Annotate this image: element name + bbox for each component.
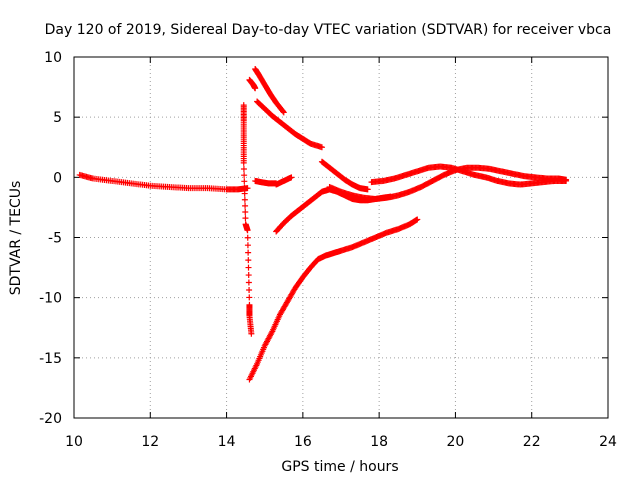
grid xyxy=(74,57,608,418)
y-tick-label: -15 xyxy=(39,351,62,367)
data-point xyxy=(244,185,251,192)
series-baseline xyxy=(76,171,251,193)
x-axis-label: GPS time / hours xyxy=(281,459,398,475)
y-tick-label: -10 xyxy=(39,291,62,307)
series-arc-upper xyxy=(254,98,325,151)
data-point xyxy=(246,286,253,293)
ticks: 10 12 14 16 18 20 22 24 -20 -15 -10 -5 0 5 10 xyxy=(39,50,617,450)
plot-frame xyxy=(73,56,609,419)
y-tick-label: -5 xyxy=(48,231,62,247)
data-point xyxy=(244,234,251,241)
data-point xyxy=(241,184,248,191)
data-point xyxy=(241,190,248,197)
data-point xyxy=(240,159,247,166)
y-tick-label: 10 xyxy=(44,50,62,66)
data-point xyxy=(414,216,421,223)
x-tick-label: 16 xyxy=(294,434,312,450)
data-point xyxy=(248,330,255,337)
data-point xyxy=(241,178,248,185)
data-point xyxy=(244,227,251,234)
series-upper-stray xyxy=(246,76,259,92)
x-tick-label: 18 xyxy=(370,434,388,450)
data-point xyxy=(240,166,247,173)
data-point xyxy=(245,257,252,264)
x-tick-label: 14 xyxy=(218,434,236,450)
data-point xyxy=(246,294,253,301)
y-tick-label: 0 xyxy=(53,170,62,186)
data-point xyxy=(280,108,287,115)
data-point xyxy=(364,186,371,193)
series-arc-low-rise xyxy=(273,186,394,235)
series-arc-top xyxy=(252,66,287,116)
data-point xyxy=(241,196,248,203)
data-point xyxy=(245,249,252,256)
series-small-segment xyxy=(252,177,280,187)
series-upper-band-right xyxy=(368,163,570,188)
series-cross-band xyxy=(326,164,570,202)
x-tick-label: 10 xyxy=(65,434,83,450)
data-point xyxy=(288,174,295,181)
data-points xyxy=(76,66,570,383)
data-point xyxy=(563,177,570,184)
y-axis-label: SDTVAR / TECUs xyxy=(8,181,24,296)
data-point xyxy=(245,264,252,271)
data-point xyxy=(241,172,248,179)
series-arc-mid-down xyxy=(318,158,371,193)
series-small-rise-1 xyxy=(273,174,295,188)
data-point xyxy=(318,144,325,151)
chart-title: Day 120 of 2019, Sidereal Day-to-day VTE… xyxy=(45,22,612,38)
data-point xyxy=(244,242,251,249)
x-tick-label: 20 xyxy=(447,434,465,450)
series-left-stray xyxy=(240,102,255,337)
data-point xyxy=(245,272,252,279)
y-tick-label: -20 xyxy=(39,411,62,427)
x-tick-label: 24 xyxy=(599,434,617,450)
x-tick-label: 12 xyxy=(141,434,159,450)
data-point xyxy=(242,208,249,215)
data-point xyxy=(252,85,259,92)
y-tick-label: 5 xyxy=(53,110,62,126)
data-point xyxy=(242,202,249,209)
data-point xyxy=(242,215,249,222)
series-rising-from-bottom xyxy=(246,216,421,383)
data-point xyxy=(245,279,252,286)
data-point xyxy=(280,109,287,116)
x-tick-label: 22 xyxy=(523,434,541,450)
